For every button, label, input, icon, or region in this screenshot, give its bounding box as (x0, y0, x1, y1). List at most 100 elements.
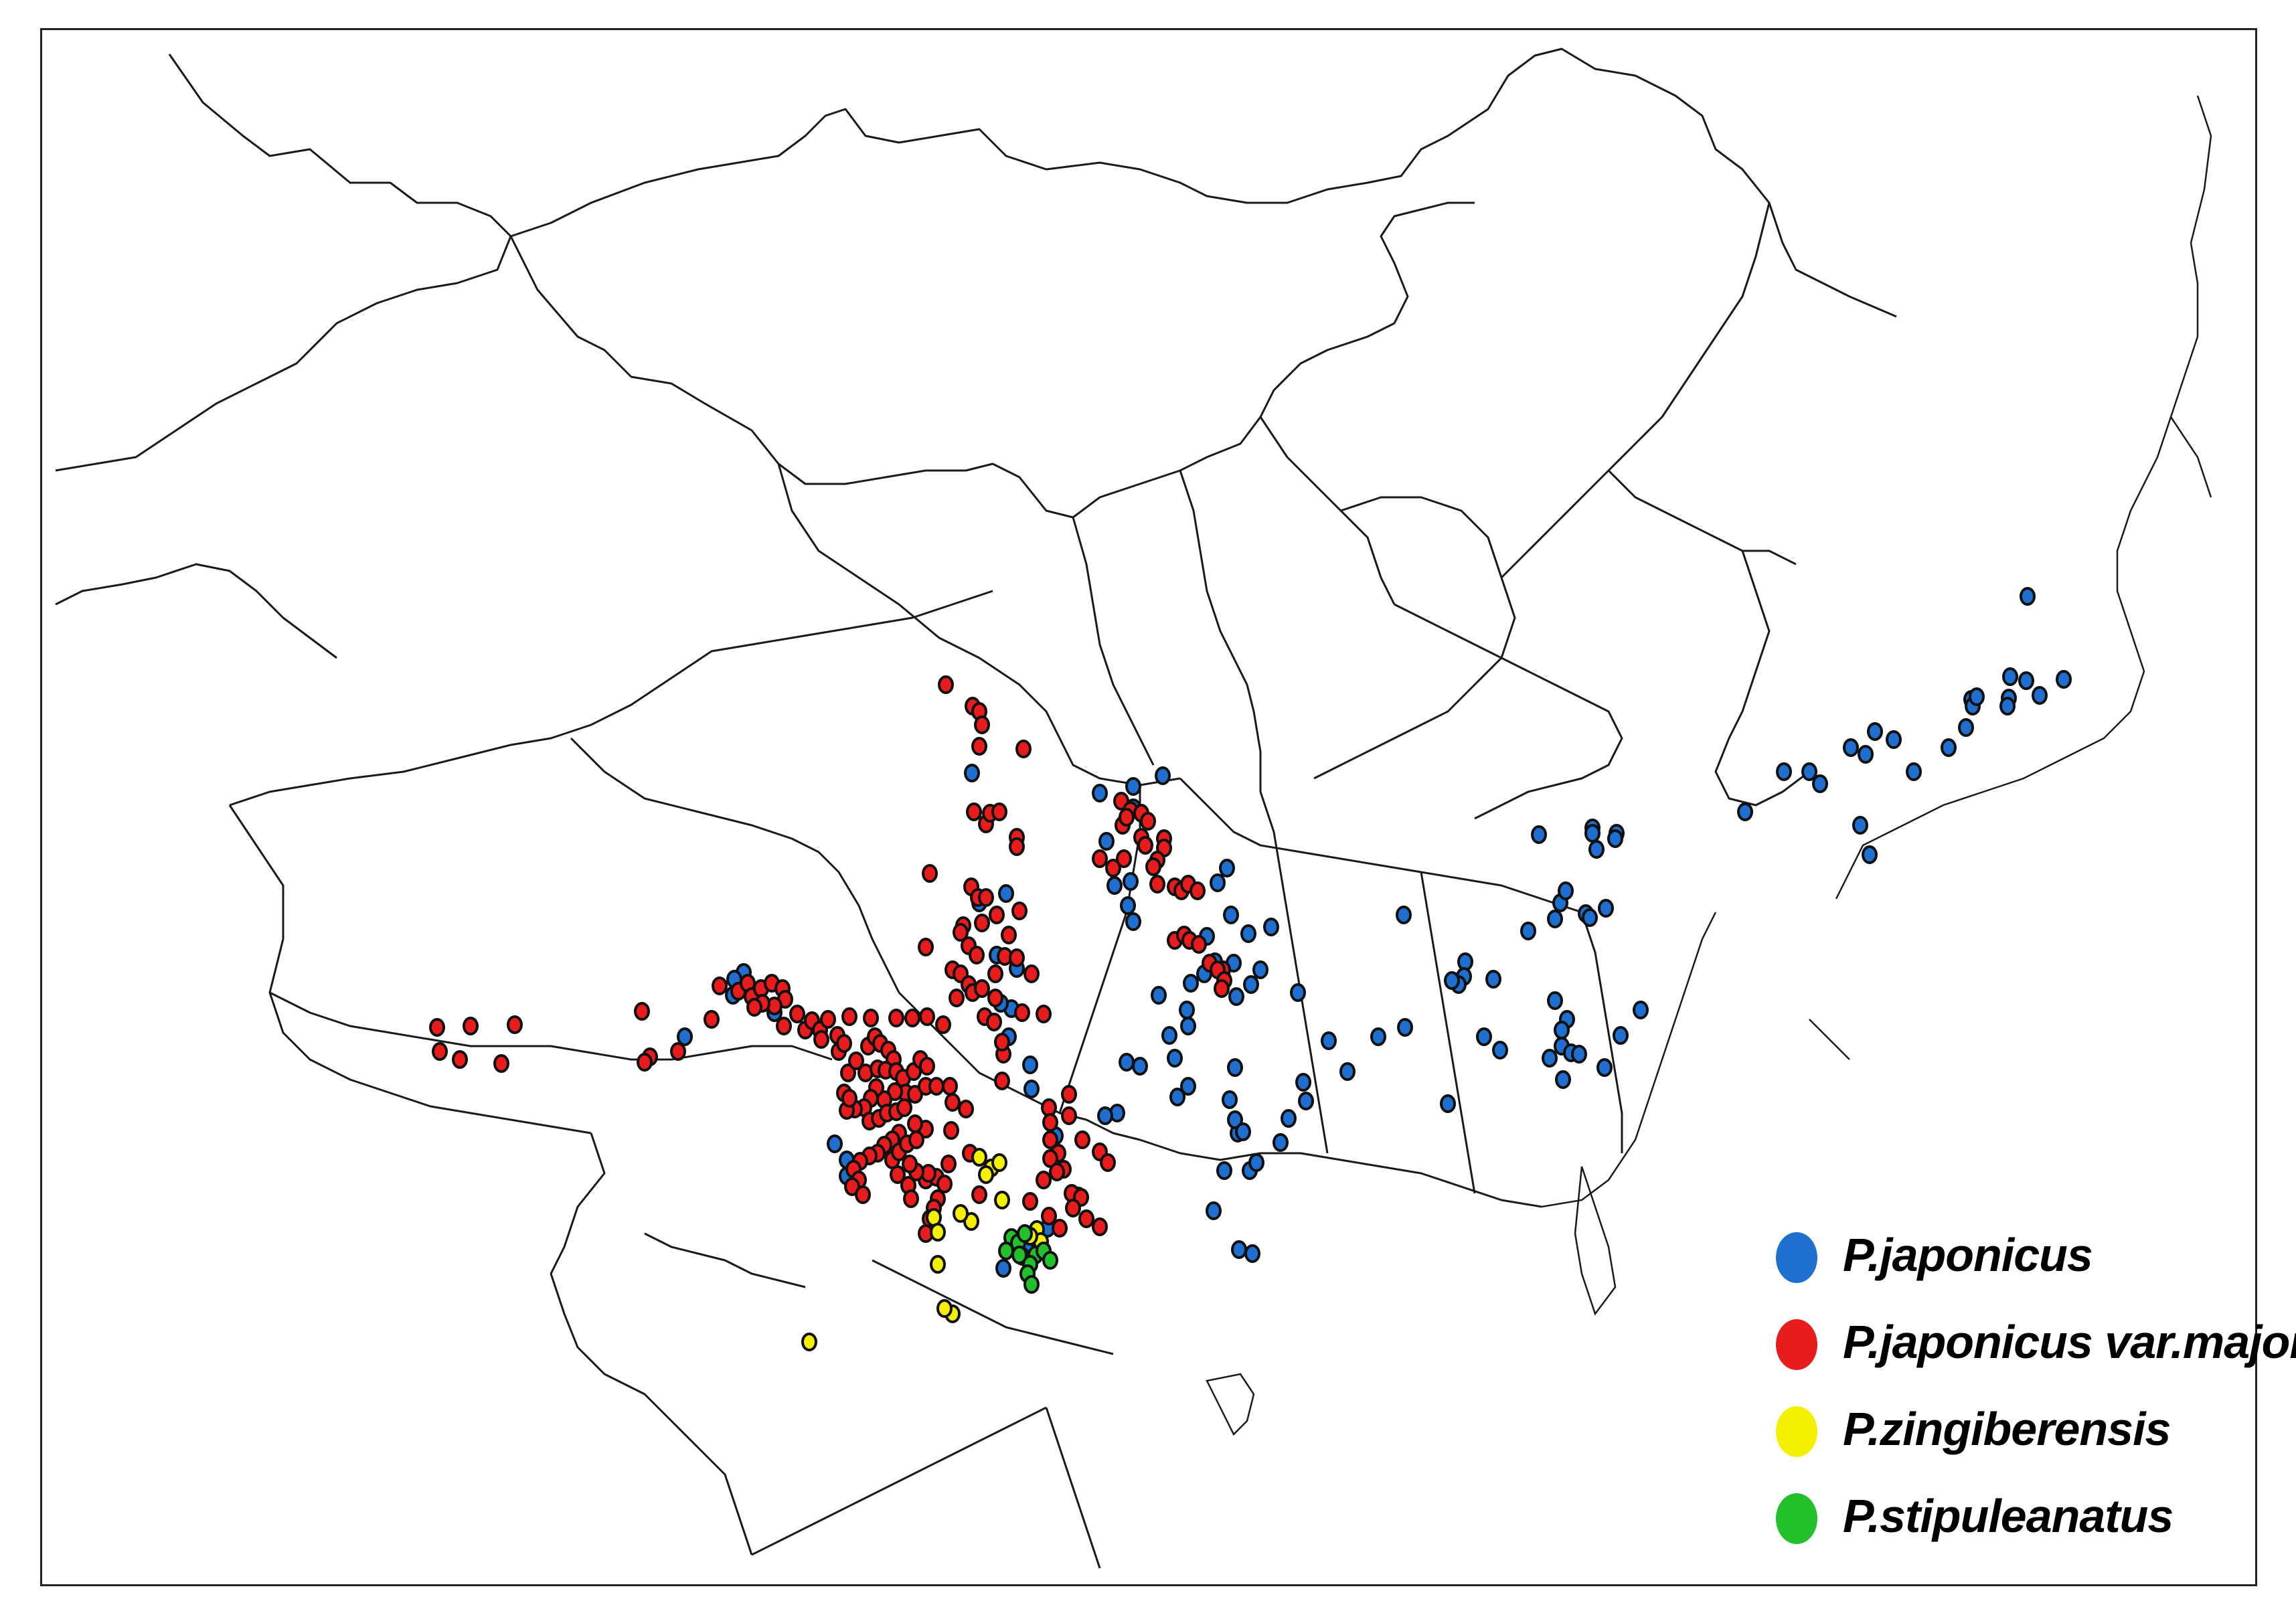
map-frame: P.japonicus P.japonicus var.major P.zing… (40, 28, 2296, 1586)
occurrence-point-stipuleanatus (1042, 1251, 1058, 1270)
occurrence-point-major (432, 1042, 448, 1061)
occurrence-point-zingiberensis (930, 1255, 946, 1274)
occurrence-point-japonicus (1969, 687, 1985, 706)
occurrence-point-major (971, 1185, 987, 1204)
occurrence-point-stipuleanatus (1023, 1275, 1040, 1294)
occurrence-point-japonicus (1555, 1070, 1571, 1089)
occurrence-point-major (1191, 935, 1207, 954)
occurrence-point-japonicus (1161, 1026, 1177, 1045)
occurrence-point-japonicus (1252, 960, 1268, 979)
occurrence-point-japonicus (1243, 975, 1259, 994)
occurrence-point-zingiberensis (991, 1153, 1007, 1172)
occurrence-point-major (1042, 1130, 1058, 1149)
occurrence-point-major (1022, 1192, 1038, 1211)
occurrence-point-japonicus (1180, 1017, 1196, 1035)
occurrence-point-major (789, 1005, 805, 1023)
occurrence-point-japonicus (1554, 1021, 1570, 1039)
legend-label-japonicus: P.japonicus (1843, 1229, 2093, 1281)
occurrence-point-japonicus (1263, 918, 1279, 936)
occurrence-point-major (463, 1017, 479, 1035)
occurrence-point-japonicus (1151, 986, 1167, 1005)
occurrence-point-japonicus (1023, 1080, 1040, 1098)
occurrence-point-japonicus (1281, 1109, 1297, 1128)
coastlines (1206, 95, 2212, 1436)
occurrence-point-japonicus (1125, 912, 1141, 931)
occurrence-point-japonicus (827, 1134, 843, 1153)
occurrence-point-zingiberensis (994, 1191, 1010, 1209)
legend-label-stipuleanatus: P.stipuleanatus (1843, 1490, 2174, 1542)
occurrence-point-major (974, 715, 990, 734)
occurrence-point-major (928, 1077, 945, 1096)
occurrence-point-major (1042, 1149, 1058, 1168)
occurrence-point-japonicus (677, 1027, 693, 1046)
occurrence-point-japonicus (2032, 686, 2048, 705)
occurrence-point-japonicus (1155, 766, 1171, 785)
occurrence-point-japonicus (1812, 774, 1828, 793)
occurrence-point-major (945, 1093, 961, 1112)
occurrence-point-japonicus (1396, 906, 1412, 924)
occurrence-point-japonicus (1397, 1018, 1413, 1037)
occurrence-point-japonicus (1123, 872, 1139, 891)
occurrence-point-japonicus (1440, 1094, 1456, 1113)
occurrence-point-major (1061, 1106, 1077, 1125)
occurrence-point-japonicus (1776, 762, 1792, 781)
legend-item-japonicus: P.japonicus (1776, 1221, 2296, 1308)
occurrence-point-major (841, 1089, 857, 1108)
occurrence-point-major (1149, 875, 1165, 894)
occurrence-point-major (1036, 1005, 1052, 1023)
country-and-province-boundaries (55, 48, 1897, 1569)
occurrence-point-japonicus (1485, 970, 1501, 989)
occurrence-point-major (836, 1034, 852, 1053)
occurrence-point-major (908, 1130, 924, 1149)
occurrence-point-japonicus (1295, 1073, 1311, 1092)
occurrence-point-major (1052, 1219, 1068, 1238)
occurrence-point-japonicus (1476, 1027, 1492, 1046)
occurrence-point-major (1119, 808, 1135, 827)
occurrence-point-major (994, 1072, 1010, 1090)
occurrence-point-japonicus (2002, 667, 2018, 686)
occurrence-point-japonicus (964, 764, 980, 782)
occurrence-point-major (987, 989, 1003, 1007)
legend-item-stipuleanatus: P.stipuleanatus (1776, 1483, 2296, 1570)
occurrence-point-major (840, 1064, 856, 1082)
occurrence-point-major (942, 1077, 958, 1096)
occurrence-point-major (971, 737, 987, 756)
occurrence-point-major (1049, 1163, 1065, 1181)
occurrence-point-major (863, 1009, 879, 1027)
occurrence-point-japonicus (1244, 1244, 1260, 1263)
occurrence-point-major (949, 989, 965, 1007)
occurrence-point-japonicus (1547, 910, 1563, 928)
occurrence-point-major (813, 1030, 829, 1049)
occurrence-point-major (1036, 1171, 1052, 1189)
occurrence-point-japonicus (1227, 1058, 1243, 1077)
occurrence-point-japonicus (1999, 697, 2016, 715)
occurrence-point-japonicus (2056, 670, 2072, 689)
map-canvas (55, 48, 2212, 1569)
occurrence-point-major (776, 1017, 792, 1035)
occurrence-point-japonicus (1941, 738, 1957, 757)
occurrence-point-major (1065, 1199, 1081, 1217)
occurrence-point-major (890, 1165, 906, 1184)
occurrence-point-major (1001, 926, 1017, 944)
occurrence-point-major (987, 964, 1003, 983)
occurrence-point-japonicus (1290, 983, 1306, 1002)
occurrence-point-japonicus (1119, 1053, 1135, 1072)
occurrence-point-major (978, 888, 994, 907)
occurrence-point-major (1015, 740, 1032, 758)
occurrence-point-major (1023, 964, 1040, 983)
occurrence-point-japonicus (1584, 824, 1601, 843)
occurrence-point-major (634, 1002, 650, 1021)
legend-swatch-stipuleanatus (1776, 1493, 1817, 1544)
occurrence-point-japonicus (1906, 762, 1922, 781)
occurrence-point-major (904, 1009, 920, 1027)
occurrence-point-japonicus (1097, 1106, 1113, 1125)
occurrence-point-japonicus (1219, 859, 1235, 877)
occurrence-point-japonicus (1571, 1045, 1587, 1064)
occurrence-point-japonicus (1339, 1062, 1356, 1081)
occurrence-point-japonicus (1558, 881, 1574, 900)
occurrence-point-major (969, 946, 985, 964)
occurrence-point-major (1041, 1207, 1057, 1225)
occurrence-point-japonicus (1235, 1122, 1251, 1141)
occurrence-point-zingiberensis (978, 1165, 994, 1184)
occurrence-point-zingiberensis (936, 1299, 953, 1318)
